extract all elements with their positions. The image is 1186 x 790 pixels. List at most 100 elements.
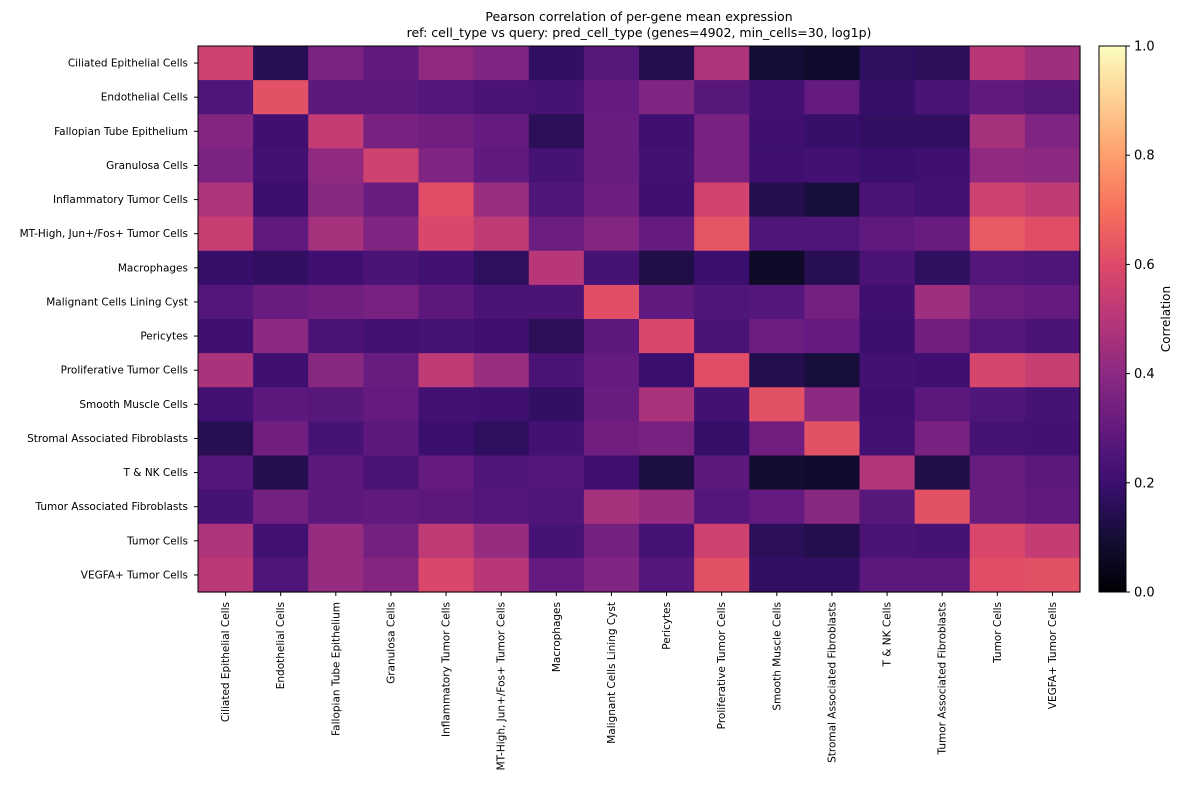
heatmap-cell [749, 284, 805, 320]
heatmap-cell [363, 284, 420, 320]
heatmap-cell [694, 353, 750, 388]
heatmap-cell [804, 387, 861, 422]
heatmap-cell [308, 148, 364, 184]
heatmap-cell [1024, 523, 1081, 559]
heatmap-cell [639, 284, 695, 320]
heatmap-cell [1024, 557, 1081, 593]
heatmap-cell [253, 114, 309, 149]
heatmap-cell [583, 455, 640, 491]
heatmap-cell [639, 114, 695, 149]
heatmap-cell [639, 489, 695, 525]
heatmap-cell [528, 80, 585, 115]
heatmap-cell [418, 46, 475, 81]
heatmap-cell [418, 353, 475, 388]
heatmap-cell [528, 557, 585, 593]
heatmap-cell [859, 557, 916, 593]
heatmap-cell [1024, 455, 1081, 491]
heatmap-cell [583, 421, 640, 457]
colorbar-tick-label: 0.2 [1134, 476, 1155, 491]
heatmap-cell [308, 455, 364, 491]
heatmap-cell [198, 421, 254, 457]
heatmap-cell [253, 148, 309, 184]
heatmap-cell [198, 319, 254, 354]
heatmap-cell [473, 284, 530, 320]
row-tick-label: Ciliated Epithelial Cells [68, 58, 188, 70]
colorbar-tick-label: 0.8 [1134, 149, 1155, 164]
heatmap-cell [528, 523, 585, 559]
heatmap-cell [639, 455, 695, 491]
heatmap-cell [253, 250, 309, 286]
heatmap-cell [528, 489, 585, 525]
heatmap-cell [253, 353, 309, 388]
column-tick-label: Ciliated Epithelial Cells [220, 602, 232, 722]
heatmap-cell [749, 319, 805, 354]
heatmap-cell [308, 387, 364, 422]
heatmap-cell [583, 284, 640, 320]
heatmap-cell [969, 353, 1026, 388]
heatmap-cell [528, 421, 585, 457]
heatmap-cell [1024, 387, 1081, 422]
column-tick-label: Stromal Associated Fibroblasts [826, 602, 838, 763]
heatmap-cell [1024, 114, 1081, 149]
heatmap-cell [969, 387, 1026, 422]
row-tick-label: Granulosa Cells [106, 160, 188, 172]
heatmap-cell [253, 387, 309, 422]
heatmap-cell [914, 319, 971, 354]
heatmap-cell [363, 216, 420, 252]
heatmap-cell [473, 455, 530, 491]
heatmap-cell [804, 523, 861, 559]
heatmap-cell [969, 182, 1026, 218]
heatmap-cell [914, 250, 971, 286]
heatmap-cell [639, 250, 695, 286]
heatmap-cell [418, 455, 475, 491]
heatmap-cell [749, 46, 805, 81]
heatmap-cell [253, 421, 309, 457]
heatmap-cell [418, 284, 475, 320]
heatmap-cell [528, 250, 585, 286]
heatmap-cell [694, 80, 750, 115]
heatmap-cell [308, 46, 364, 81]
heatmap-cell [473, 148, 530, 184]
heatmap-cell [198, 182, 254, 218]
row-tick-label: MT-High, Jun+/Fos+ Tumor Cells [20, 228, 188, 240]
heatmap-cell [859, 353, 916, 388]
heatmap-cell [694, 182, 750, 218]
heatmap-cell [363, 523, 420, 559]
heatmap-cell [694, 319, 750, 354]
heatmap-frame [197, 45, 1081, 593]
heatmap-cell [528, 353, 585, 388]
heatmap-cell [1024, 284, 1081, 320]
heatmap-cell [694, 216, 750, 252]
heatmap-cell [914, 455, 971, 491]
heatmap-cell [583, 319, 640, 354]
column-tick-label: Pericytes [661, 602, 673, 650]
heatmap-cell [969, 319, 1026, 354]
colorbar-tick-label: 0.6 [1134, 258, 1155, 273]
heatmap-cell [804, 148, 861, 184]
heatmap-cell [969, 455, 1026, 491]
heatmap-cell [418, 557, 475, 593]
colorbar-label: Correlation [1159, 286, 1173, 352]
heatmap-cell [253, 46, 309, 81]
heatmap-cell [253, 557, 309, 593]
heatmap-cell [583, 353, 640, 388]
heatmap-cell [198, 114, 254, 149]
heatmap-cell [749, 421, 805, 457]
heatmap-cell [639, 46, 695, 81]
heatmap-cell [198, 216, 254, 252]
heatmap-cell [418, 250, 475, 286]
heatmap-cell [528, 148, 585, 184]
heatmap-cell [198, 455, 254, 491]
row-tick-label: Tumor Associated Fibroblasts [35, 501, 188, 513]
heatmap-cell [969, 284, 1026, 320]
column-tick-label: Proliferative Tumor Cells [716, 602, 728, 729]
heatmap-cell [914, 489, 971, 525]
heatmap-cell [418, 387, 475, 422]
row-tick-label: VEGFA+ Tumor Cells [81, 569, 188, 581]
heatmap-cell [253, 489, 309, 525]
heatmap-cell [749, 353, 805, 388]
heatmap-cell [749, 455, 805, 491]
heatmap-cell [418, 319, 475, 354]
heatmap-cell [198, 523, 254, 559]
heatmap-cell [583, 250, 640, 286]
